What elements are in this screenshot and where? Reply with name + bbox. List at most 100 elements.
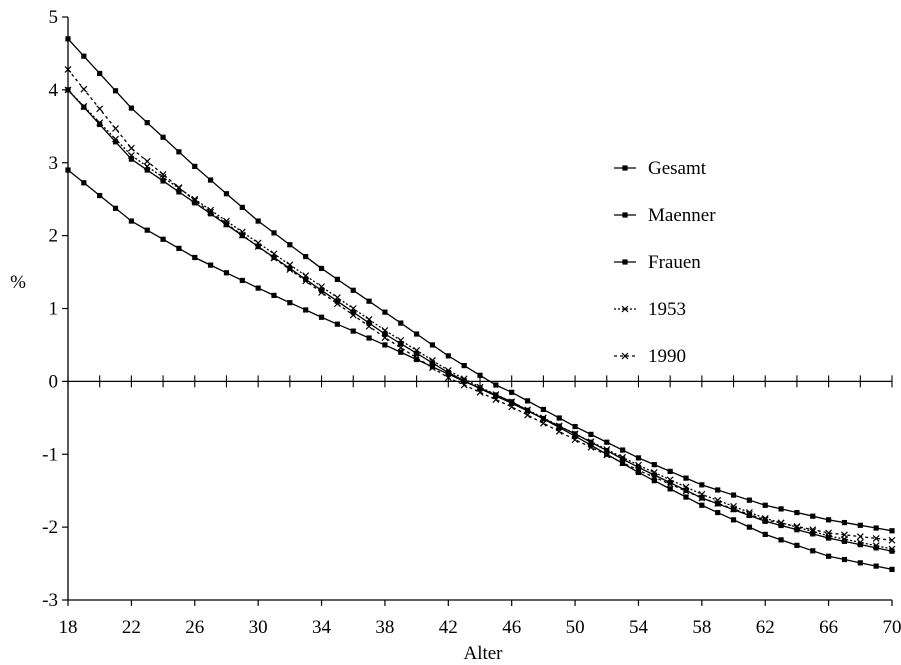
series-frauen-point	[112, 205, 119, 211]
series-1953-point	[856, 539, 864, 546]
series-gesamt-point	[429, 360, 436, 366]
y-tick-label: 5	[49, 7, 59, 28]
series-gesamt-point	[746, 512, 752, 519]
series-maenner-point	[350, 287, 356, 293]
series-1990-point	[80, 85, 88, 93]
series-1990-point	[508, 403, 516, 411]
series-1953-point	[571, 430, 579, 438]
series-gesamt-point	[350, 309, 356, 315]
series-gesamt-point	[873, 545, 879, 551]
series-1953-point	[112, 135, 119, 143]
series-frauen-point	[540, 416, 546, 422]
series-gesamt-point	[176, 189, 182, 195]
series-maenner-point	[208, 177, 214, 183]
series-1990-point	[793, 522, 801, 530]
series-1990-point	[333, 300, 341, 308]
series-maenner-point	[588, 431, 594, 437]
x-tick-label: 22	[122, 617, 141, 638]
series-gesamt-point	[794, 527, 800, 533]
series-1953-point	[444, 367, 452, 374]
series-1990-point	[856, 533, 864, 541]
series-maenner-point	[572, 423, 578, 430]
series-maenner-point	[778, 506, 784, 512]
series-maenner-point	[239, 204, 245, 210]
y-tick-label: 4	[49, 80, 59, 101]
series-maenner-point	[889, 528, 895, 534]
series-1990-point	[143, 157, 151, 165]
series-1990-point	[682, 487, 690, 495]
series-1953-point	[349, 305, 357, 312]
series-1953-point	[96, 119, 104, 127]
series-gesamt-point	[112, 139, 119, 145]
series-frauen-point	[699, 502, 705, 508]
series-gesamt-point	[97, 121, 103, 128]
series-frauen-point	[826, 553, 832, 559]
series-maenner-point	[524, 398, 531, 404]
series-1990-point	[492, 396, 500, 404]
x-tick-label: 42	[439, 617, 458, 638]
series-1990-point	[381, 334, 389, 342]
series-maenner-point	[160, 134, 166, 140]
series-1990-point	[207, 208, 215, 216]
x-tick-label: 58	[692, 617, 711, 638]
series-frauen-point	[429, 364, 436, 370]
series-1990-point	[635, 466, 642, 474]
x-tick-label: 50	[566, 617, 585, 638]
series-1990-point	[587, 443, 595, 451]
series-gesamt-point	[841, 538, 848, 544]
series-1953-point	[524, 406, 531, 414]
series-1990	[64, 66, 896, 544]
legend-item: Maenner	[614, 205, 716, 226]
series-maenner-point	[556, 415, 562, 421]
series-1953-point	[619, 453, 627, 461]
x-tick-label: 38	[375, 617, 394, 638]
y-tick-label: 2	[49, 226, 59, 247]
series-1953-point	[413, 346, 421, 354]
series-maenner-point	[176, 149, 182, 155]
series-maenner-point	[715, 487, 721, 493]
series-gesamt-point	[81, 104, 87, 110]
series-1953-point	[238, 228, 246, 236]
series-frauen-point	[651, 478, 657, 484]
series-maenner-point	[857, 522, 863, 528]
series-maenner-point	[651, 462, 657, 468]
series-1953-point	[555, 422, 563, 430]
series-1990-point	[286, 266, 294, 273]
series-gesamt-point	[128, 156, 134, 162]
series-gesamt-point	[192, 200, 198, 206]
legend-label: Gesamt	[648, 158, 707, 179]
series-maenner-point	[604, 439, 610, 445]
series-frauen-point	[334, 321, 340, 327]
y-tick-label: -3	[42, 590, 58, 611]
series-1990-point	[349, 311, 357, 319]
series-1953-point	[460, 375, 468, 383]
series-maenner-point	[255, 218, 261, 224]
series-1990-point	[872, 534, 880, 542]
series-gesamt-point	[398, 341, 404, 347]
series-1953	[64, 86, 896, 553]
series-maenner-point	[477, 372, 483, 378]
series-1990-point	[96, 105, 104, 113]
legend: Gesamt Maenner Frauen 1953 1990	[614, 158, 716, 367]
series-frauen-point	[255, 285, 261, 291]
series-1953-point	[508, 398, 516, 406]
series-gesamt-point	[604, 448, 610, 454]
series-1990-point	[888, 536, 896, 544]
x-tick-label: 26	[185, 617, 204, 638]
series-1990-point	[539, 419, 547, 427]
series-frauen-line	[67, 169, 893, 571]
series-maenner-point	[730, 492, 737, 498]
y-tick-label: 1	[49, 299, 59, 320]
series-gesamt-point	[223, 222, 230, 228]
series-1990-point	[270, 254, 278, 262]
series-frauen-point	[857, 560, 863, 566]
x-axis-title: Alter	[463, 643, 503, 664]
series-1990-point	[619, 459, 627, 467]
series-1953-point	[302, 272, 310, 280]
series-maenner-point	[635, 455, 642, 461]
series-1990-point	[777, 519, 785, 527]
series-1990-point	[650, 473, 658, 481]
series-maenner-point	[826, 517, 832, 523]
